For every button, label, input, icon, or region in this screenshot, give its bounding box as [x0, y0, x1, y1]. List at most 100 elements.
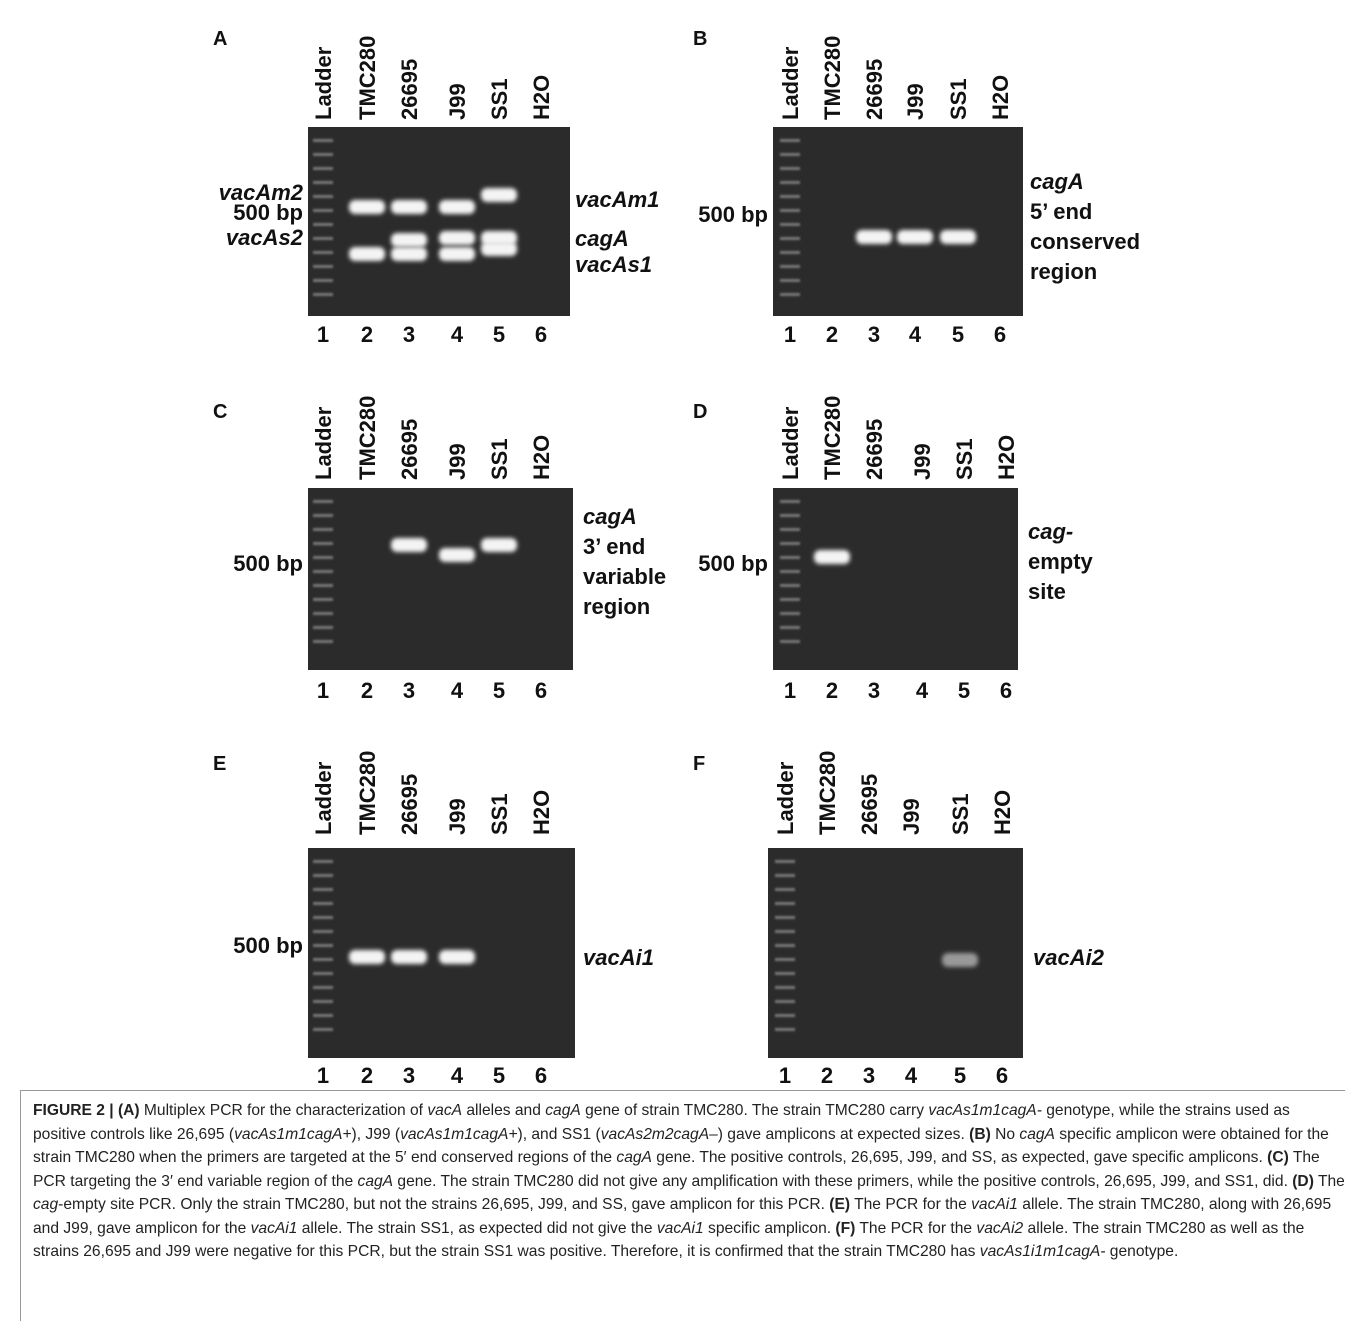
ladder-band	[313, 972, 333, 975]
band-label: vacAm1	[575, 187, 659, 212]
ladder-band	[313, 528, 333, 531]
ladder-band	[780, 153, 800, 156]
gel-image	[308, 127, 570, 316]
ladder-band	[313, 500, 333, 503]
ladder-band	[313, 1028, 333, 1031]
ladder-band	[313, 279, 333, 282]
ladder-band	[780, 584, 800, 587]
gel-band	[391, 950, 427, 964]
ladder-band	[775, 1028, 795, 1031]
ladder-band	[313, 902, 333, 905]
ladder-band	[775, 1000, 795, 1003]
lane-label: SS1	[487, 78, 512, 120]
ladder-band	[313, 874, 333, 877]
caption-run: vacAs1m1cagA-	[928, 1102, 1042, 1119]
ladder-band	[775, 958, 795, 961]
lane-label: 26695	[862, 59, 887, 120]
page: ALadderTMC28026695J99SS1H2O123456vacAm25…	[0, 0, 1355, 1323]
caption-run: gene. The strain TMC280 did not give any…	[393, 1173, 1292, 1190]
caption-run: cagA	[358, 1173, 394, 1190]
panel-letter: A	[213, 28, 227, 50]
caption-run: gene of strain TMC280. The strain TMC280…	[581, 1102, 929, 1119]
ladder-band	[313, 986, 333, 989]
ladder-band	[313, 237, 333, 240]
lane-number: 1	[317, 678, 329, 703]
gel-band	[391, 538, 427, 552]
panel-letter: D	[693, 401, 707, 423]
caption-run: Multiplex PCR for the characterization o…	[140, 1102, 428, 1119]
gel-band	[349, 247, 385, 261]
ladder-band	[313, 916, 333, 919]
lane-label: SS1	[948, 793, 973, 835]
gel-band	[942, 953, 978, 967]
lane-label: H2O	[990, 790, 1015, 835]
band-label: region	[1030, 259, 1097, 284]
ladder-band	[780, 209, 800, 212]
lane-label: J99	[903, 83, 928, 120]
gel-band	[391, 247, 427, 261]
lane-number: 5	[493, 1063, 505, 1085]
lane-label: SS1	[487, 793, 512, 835]
caption-run: vacAi1	[251, 1220, 298, 1237]
lane-label: 26695	[397, 419, 422, 480]
ladder-band	[775, 930, 795, 933]
caption-run: vacAs1m1cagA+	[234, 1126, 351, 1143]
ladder-band	[313, 556, 333, 559]
ladder-band	[780, 500, 800, 503]
caption-run: ), J99 (	[352, 1126, 401, 1143]
ladder-band	[775, 986, 795, 989]
ladder-band	[313, 209, 333, 212]
ladder-band	[313, 626, 333, 629]
caption-run: vacAs1m1cagA+	[400, 1126, 517, 1143]
caption-run: genotype.	[1105, 1243, 1178, 1260]
ladder-band	[780, 251, 800, 254]
lane-label: H2O	[529, 435, 554, 480]
lane-number: 1	[784, 322, 796, 347]
ladder-band	[313, 223, 333, 226]
lane-label: Ladder	[311, 761, 336, 835]
caption-run: vacAi1	[971, 1196, 1018, 1213]
ladder-band	[780, 570, 800, 573]
caption-run: FIGURE 2 | (A)	[33, 1102, 140, 1119]
ladder-band	[780, 542, 800, 545]
caption-run: No	[991, 1126, 1020, 1143]
gel-band	[391, 233, 427, 247]
ladder-band	[313, 860, 333, 863]
size-label: 500 bp	[698, 551, 768, 576]
lane-number: 4	[905, 1063, 918, 1085]
lane-number: 6	[1000, 678, 1012, 703]
lane-number: 6	[994, 322, 1006, 347]
lane-label: 26695	[397, 774, 422, 835]
ladder-band	[780, 237, 800, 240]
ladder-band	[313, 930, 333, 933]
gel-band	[814, 550, 850, 564]
caption-run: vacAs1i1m1cagA-	[980, 1243, 1106, 1260]
gel-band	[481, 242, 517, 256]
lane-number: 5	[954, 1063, 966, 1085]
band-label: 5’ end	[1030, 199, 1092, 224]
ladder-band	[780, 181, 800, 184]
band-label: conserved	[1030, 229, 1140, 254]
gel-band	[439, 950, 475, 964]
gel-band	[439, 247, 475, 261]
lane-label: Ladder	[311, 46, 336, 120]
lane-label: TMC280	[355, 36, 380, 120]
ladder-band	[775, 860, 795, 863]
ladder-band	[313, 584, 333, 587]
lane-label: H2O	[529, 790, 554, 835]
caption-run: vacAi1	[657, 1220, 704, 1237]
ladder-band	[313, 640, 333, 643]
gel-band	[439, 548, 475, 562]
lane-label: J99	[445, 443, 470, 480]
caption-run: (C)	[1267, 1149, 1289, 1166]
band-label: 3’ end	[583, 534, 645, 559]
caption-run: The PCR for the	[850, 1196, 971, 1213]
lane-label: 26695	[397, 59, 422, 120]
lane-number: 4	[451, 322, 464, 347]
ladder-band	[780, 612, 800, 615]
lane-label: 26695	[862, 419, 887, 480]
ladder-band	[780, 293, 800, 296]
lane-number: 2	[821, 1063, 833, 1085]
caption-run: specific amplicon.	[704, 1220, 836, 1237]
ladder-band	[313, 958, 333, 961]
